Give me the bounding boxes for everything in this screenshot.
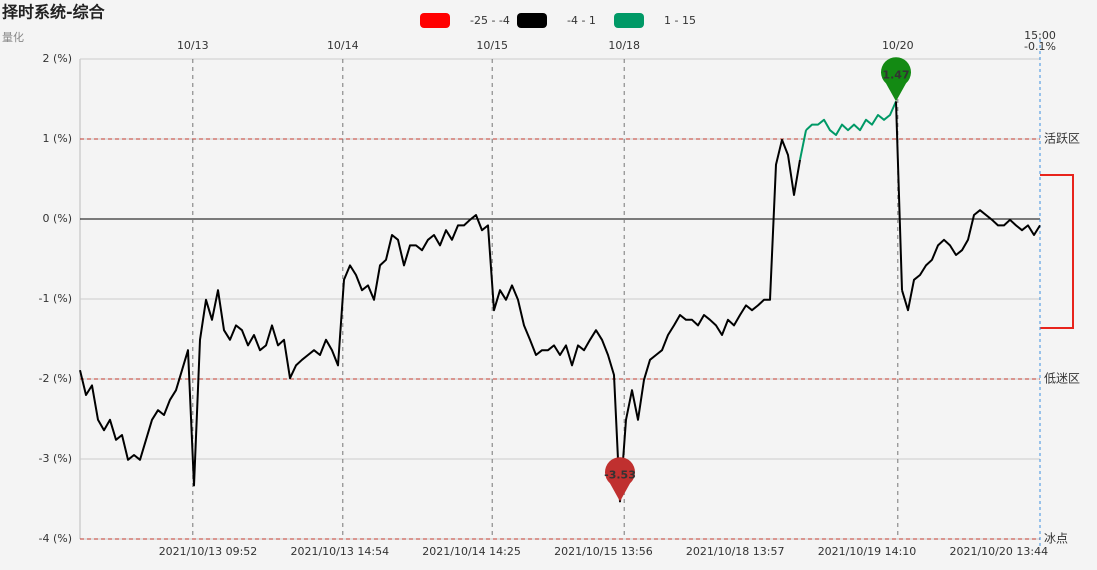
y-tick-label: 2 (%) bbox=[42, 52, 72, 65]
line-piece bbox=[805, 100, 897, 136]
legend-label: -4 - 1 bbox=[567, 14, 596, 27]
chart-title: 择时系统-综合 bbox=[2, 3, 106, 22]
day-label: 10/15 bbox=[476, 39, 508, 52]
line-connector bbox=[799, 130, 807, 160]
x-tick-label: 2021/10/18 13:57 bbox=[686, 545, 785, 558]
y-tick-label: -4 (%) bbox=[39, 532, 73, 545]
x-tick-label: 2021/10/19 14:10 bbox=[818, 545, 917, 558]
y-tick-label: 0 (%) bbox=[42, 212, 72, 225]
legend-label: -25 - -4 bbox=[470, 14, 510, 27]
last-value: -0.1% bbox=[1024, 40, 1056, 53]
legend-swatch bbox=[420, 13, 450, 28]
x-tick-label: 2021/10/13 09:52 bbox=[159, 545, 258, 558]
last-time: 15:00 bbox=[1024, 29, 1056, 42]
x-tick-label: 2021/10/20 13:44 bbox=[949, 545, 1048, 558]
zone-label: 活跃区 bbox=[1044, 132, 1080, 146]
day-label: 10/13 bbox=[177, 39, 209, 52]
line-piece bbox=[79, 138, 801, 503]
day-label: 10/14 bbox=[327, 39, 359, 52]
pin-label: 1.47 bbox=[882, 68, 909, 81]
chart-subtitle: 量化 bbox=[2, 30, 24, 44]
y-tick-label: -1 (%) bbox=[39, 292, 73, 305]
day-label: 10/18 bbox=[608, 39, 640, 52]
zone-label: 低迷区 bbox=[1044, 372, 1080, 386]
pin-label: -3.53 bbox=[604, 468, 636, 481]
legend: -25 - -4 -4 - 1 1 - 15 bbox=[420, 13, 696, 28]
day-label: 10/20 bbox=[882, 39, 914, 52]
pin bbox=[881, 57, 912, 102]
legend-swatch bbox=[517, 13, 547, 28]
line-piece bbox=[901, 209, 1041, 312]
pin bbox=[605, 457, 635, 502]
y-tick-label: 1 (%) bbox=[42, 132, 72, 145]
x-tick-label: 2021/10/13 14:54 bbox=[290, 545, 389, 558]
legend-swatch bbox=[614, 13, 644, 28]
x-tick-label: 2021/10/15 13:56 bbox=[554, 545, 653, 558]
zone-label: 冰点 bbox=[1044, 532, 1068, 546]
y-tick-label: -2 (%) bbox=[39, 372, 73, 385]
line-connector bbox=[895, 101, 903, 291]
legend-label: 1 - 15 bbox=[664, 14, 696, 27]
y-tick-label: -3 (%) bbox=[39, 452, 73, 465]
x-tick-label: 2021/10/14 14:25 bbox=[422, 545, 521, 558]
